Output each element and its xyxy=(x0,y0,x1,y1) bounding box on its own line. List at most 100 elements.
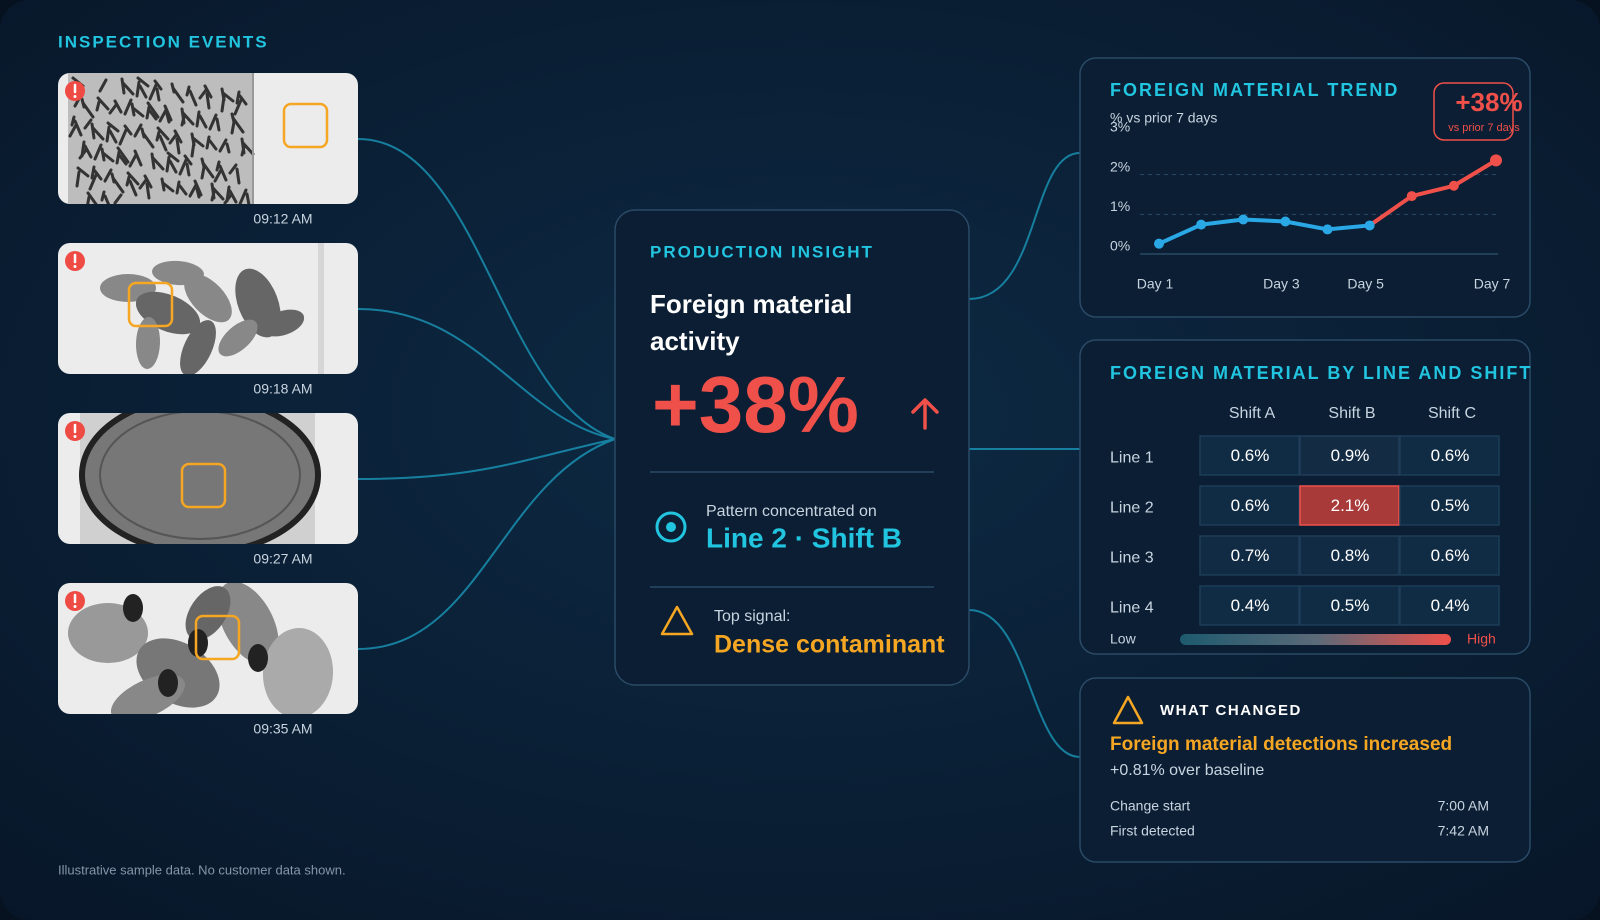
event-time: 09:27 AM xyxy=(253,551,312,567)
xray-strand xyxy=(68,123,78,138)
xray-strand xyxy=(73,119,83,137)
changes-card: WHAT CHANGED Foreign material detections… xyxy=(1079,677,1531,863)
legend-high: High xyxy=(1467,631,1496,647)
event-list: 09:12 AM 09:18 AM 09:27 AM 09:35 AM xyxy=(58,73,358,737)
detail: +0.81% over baseline xyxy=(1110,762,1264,779)
detection-box xyxy=(127,281,174,328)
xray-strand xyxy=(163,104,173,122)
heading: activity xyxy=(650,326,740,356)
xray-strand xyxy=(188,183,198,198)
xray-strand xyxy=(90,165,96,180)
card-title: FOREIGN MATERIAL TREND xyxy=(1110,80,1399,100)
pattern-label: Pattern concentrated on xyxy=(706,503,877,520)
heat-cell xyxy=(1399,535,1500,576)
badge-value: +38% xyxy=(1455,87,1522,117)
event-card: 09:12 AM xyxy=(58,73,358,227)
footer-note: Illustrative sample data. No customer da… xyxy=(58,862,346,877)
xray-strand xyxy=(185,162,191,177)
heat-cell xyxy=(1399,485,1500,526)
subtitle: % vs prior 7 days xyxy=(1110,110,1217,126)
xray-strand xyxy=(106,121,120,133)
trend-point xyxy=(1154,238,1164,249)
connectors xyxy=(357,138,1081,758)
xray-dense xyxy=(248,644,268,672)
xray-strand xyxy=(168,133,178,145)
connector xyxy=(357,438,616,480)
xray-dense xyxy=(123,594,143,622)
cell-label: 0.5% xyxy=(1331,596,1370,615)
change-value: +38% xyxy=(652,360,859,449)
cell-label: 0.6% xyxy=(1231,446,1270,465)
xray-strand xyxy=(120,77,126,95)
pattern: Line 2 · Shift B xyxy=(706,522,902,553)
heat-cell xyxy=(1299,485,1400,526)
xray-strand xyxy=(80,97,86,109)
xray-strand xyxy=(151,156,165,171)
xray-strand xyxy=(118,128,128,146)
xray-strand xyxy=(155,130,161,142)
xray-strand xyxy=(218,138,228,153)
trend-point xyxy=(1196,219,1207,230)
heat-cell xyxy=(1299,435,1400,476)
badge-sub: vs prior 7 days xyxy=(1448,122,1520,134)
xray-strand xyxy=(103,194,113,204)
xray-strand xyxy=(128,179,138,197)
headline: Foreign material detections increased xyxy=(1110,734,1452,755)
heatmap-card: FOREIGN MATERIAL BY LINE AND SHIFT Low H… xyxy=(1079,339,1531,655)
xray-edge xyxy=(318,243,324,374)
xray-strand xyxy=(225,142,231,154)
xray-strand xyxy=(208,113,218,131)
xray-strand xyxy=(208,139,218,151)
up-arrow xyxy=(911,398,939,430)
connector xyxy=(357,308,616,440)
xray-strand xyxy=(188,89,198,107)
connector xyxy=(968,152,1081,300)
cell-label: 0.4% xyxy=(1231,596,1270,615)
heat-cell xyxy=(1399,435,1500,476)
heat-cell xyxy=(1199,485,1300,526)
xray-strand xyxy=(195,187,201,199)
cell-label: 0.8% xyxy=(1331,546,1370,565)
target-icon xyxy=(655,511,687,543)
xray-strand xyxy=(153,79,163,91)
card-title: PRODUCTION INSIGHT xyxy=(650,242,874,261)
xray-strand xyxy=(218,164,228,182)
event-card: 09:27 AM xyxy=(58,413,358,567)
xray-piece xyxy=(184,273,232,323)
trend-point xyxy=(1322,224,1333,235)
xray-dense xyxy=(188,629,208,657)
insight-card: PRODUCTION INSIGHT Foreign material acti… xyxy=(614,209,970,686)
trend-line xyxy=(1157,217,1372,246)
xray-strand xyxy=(161,181,175,193)
xray-strand xyxy=(131,106,145,118)
alert-dot xyxy=(73,605,77,608)
xray-strand xyxy=(130,102,136,117)
xray-strand xyxy=(170,82,176,94)
xray-strand xyxy=(88,173,98,191)
xray-strand xyxy=(105,125,111,143)
xray-strand xyxy=(143,174,153,189)
xray-strand xyxy=(245,192,251,204)
heading: Foreign material xyxy=(650,289,852,319)
xray-strand xyxy=(221,91,235,103)
xray-strand xyxy=(211,186,225,201)
event-time: 09:35 AM xyxy=(253,721,312,737)
xray-strand xyxy=(228,163,238,175)
row-label: Line 3 xyxy=(1110,550,1154,567)
xray-strand xyxy=(175,137,181,155)
xray-content xyxy=(68,583,334,714)
xray-strand xyxy=(125,175,131,187)
xray-strand xyxy=(70,115,76,127)
xray-strand xyxy=(110,172,116,184)
xray-strand xyxy=(166,151,180,163)
xray-strand xyxy=(240,137,246,155)
legend-bar xyxy=(1180,634,1451,645)
trend-point xyxy=(1448,180,1459,191)
xray-strand xyxy=(96,96,110,111)
card xyxy=(614,209,970,686)
y-tick-label: 3% xyxy=(1110,119,1130,135)
xray-strand xyxy=(203,84,213,99)
row-label: Line 2 xyxy=(1110,500,1154,517)
xray-strand xyxy=(145,105,151,120)
